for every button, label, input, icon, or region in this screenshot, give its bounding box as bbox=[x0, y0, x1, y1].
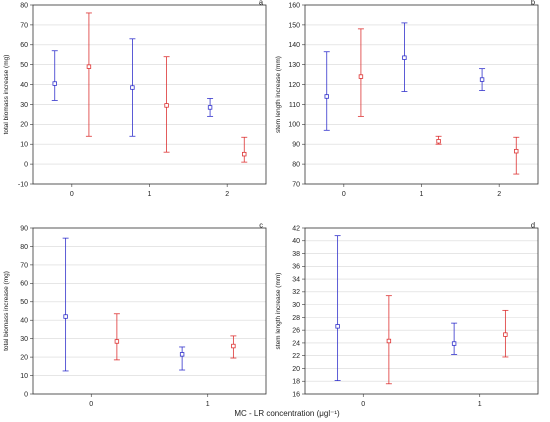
mean-point bbox=[164, 103, 169, 108]
y-tick-label: 30 bbox=[292, 302, 300, 309]
y-tick-label: 60 bbox=[20, 281, 28, 288]
y-tick-label: 50 bbox=[20, 299, 28, 306]
mean-point bbox=[451, 341, 457, 346]
mean-point bbox=[63, 314, 68, 319]
mean-point bbox=[130, 85, 135, 90]
panel-letter: b bbox=[531, 0, 535, 7]
y-tick-label: 26 bbox=[292, 328, 300, 335]
y-axis-label: total biomass increase (mg) bbox=[3, 271, 10, 351]
y-axis-label: stem length increase (mm) bbox=[275, 273, 282, 350]
mean-point bbox=[335, 324, 340, 329]
y-tick-label: 70 bbox=[20, 22, 28, 29]
y-tick-label: 90 bbox=[20, 225, 28, 232]
y-tick-label: 20 bbox=[20, 355, 28, 362]
y-tick-label: 60 bbox=[20, 42, 28, 49]
y-tick-label: 70 bbox=[20, 262, 28, 269]
mean-point bbox=[402, 55, 407, 60]
y-tick-label: 0 bbox=[24, 391, 28, 398]
panel-d: 16 18 20 22 24 26 28 30 32 34 36 38 40 42 0 1 stem lengt… bbox=[275, 221, 539, 408]
x-tick-label: 1 bbox=[420, 191, 424, 198]
panel-letter: a bbox=[259, 0, 264, 7]
x-tick-label: 0 bbox=[361, 401, 365, 408]
plot-frame bbox=[304, 227, 539, 395]
mean-point bbox=[114, 339, 120, 344]
mean-point bbox=[514, 148, 519, 154]
y-tick-label: 40 bbox=[20, 318, 28, 325]
y-tick-label: 80 bbox=[20, 244, 28, 251]
plot-frame bbox=[32, 4, 267, 185]
mean-point bbox=[479, 77, 485, 82]
mean-point bbox=[386, 338, 392, 344]
y-tick-label: 40 bbox=[20, 82, 28, 89]
y-tick-label: 120 bbox=[288, 82, 300, 89]
y-tick-label: 110 bbox=[289, 102, 300, 109]
y-tick-label: 24 bbox=[292, 340, 300, 347]
y-tick-label: 22 bbox=[292, 353, 300, 360]
y-tick-label: 100 bbox=[288, 122, 300, 129]
y-tick-label: 30 bbox=[20, 102, 28, 109]
y-tick-label: 80 bbox=[20, 2, 28, 9]
x-tick-label: 0 bbox=[342, 191, 346, 198]
x-tick-label: 1 bbox=[478, 401, 482, 408]
y-axis-label: stem length increase (mm) bbox=[275, 56, 282, 133]
mean-point bbox=[86, 64, 92, 69]
mean-point bbox=[179, 352, 185, 357]
y-tick-label: 28 bbox=[292, 315, 300, 322]
y-tick-label: -10 bbox=[18, 181, 28, 188]
mean-point bbox=[436, 139, 441, 144]
mean-point bbox=[503, 332, 508, 337]
y-tick-label: 16 bbox=[292, 391, 300, 398]
x-tick-label: 0 bbox=[89, 401, 93, 408]
mean-point bbox=[358, 74, 364, 79]
y-tick-label: 0 bbox=[24, 162, 28, 169]
y-tick-label: 40 bbox=[292, 238, 300, 245]
x-tick-label: 1 bbox=[148, 191, 152, 198]
y-tick-label: 38 bbox=[292, 251, 300, 258]
plot-frame bbox=[304, 4, 539, 185]
y-tick-label: 80 bbox=[292, 162, 300, 169]
y-tick-label: 130 bbox=[288, 62, 300, 69]
y-tick-label: 32 bbox=[292, 289, 300, 296]
panel-letter: d bbox=[531, 221, 535, 230]
x-tick-label: 2 bbox=[225, 191, 229, 198]
panel-a: -10 0 10 20 30 40 50 60 70 80 0 1 2 total biomass inc… bbox=[3, 0, 267, 198]
y-tick-label: 70 bbox=[292, 181, 300, 188]
panel-letter: c bbox=[259, 221, 263, 230]
y-tick-label: 20 bbox=[20, 122, 28, 129]
y-tick-label: 50 bbox=[20, 62, 28, 69]
y-tick-label: 36 bbox=[292, 264, 300, 271]
panel-b: 70 80 90 100 110 120 130 140 150 160 0 1 2 stem lengt… bbox=[275, 0, 539, 198]
mean-point bbox=[52, 81, 57, 86]
y-tick-label: 42 bbox=[292, 225, 300, 232]
y-tick-label: 20 bbox=[292, 366, 300, 373]
y-tick-label: 140 bbox=[288, 42, 300, 49]
x-axis-label: MC - LR concentration (μgl⁻¹) bbox=[234, 409, 340, 418]
y-tick-label: 10 bbox=[20, 373, 28, 380]
mean-point bbox=[231, 343, 236, 349]
plot-frame bbox=[32, 227, 267, 395]
y-tick-label: 18 bbox=[292, 379, 300, 386]
y-tick-label: 34 bbox=[292, 276, 300, 283]
mean-point bbox=[207, 105, 213, 110]
y-tick-label: 10 bbox=[20, 142, 28, 149]
y-axis-label: total biomass increase (mg) bbox=[3, 55, 10, 135]
mean-point bbox=[324, 94, 329, 99]
x-tick-label: 2 bbox=[497, 191, 501, 198]
mean-point bbox=[242, 151, 247, 157]
x-tick-label: 0 bbox=[70, 191, 74, 198]
panel-c: 0 10 20 30 40 50 60 70 80 90 0 1 total biomass incre… bbox=[3, 221, 267, 408]
y-tick-label: 160 bbox=[288, 2, 300, 9]
y-tick-label: 150 bbox=[288, 22, 300, 29]
y-tick-label: 90 bbox=[292, 142, 300, 149]
x-tick-label: 1 bbox=[206, 401, 210, 408]
y-tick-label: 30 bbox=[20, 336, 28, 343]
